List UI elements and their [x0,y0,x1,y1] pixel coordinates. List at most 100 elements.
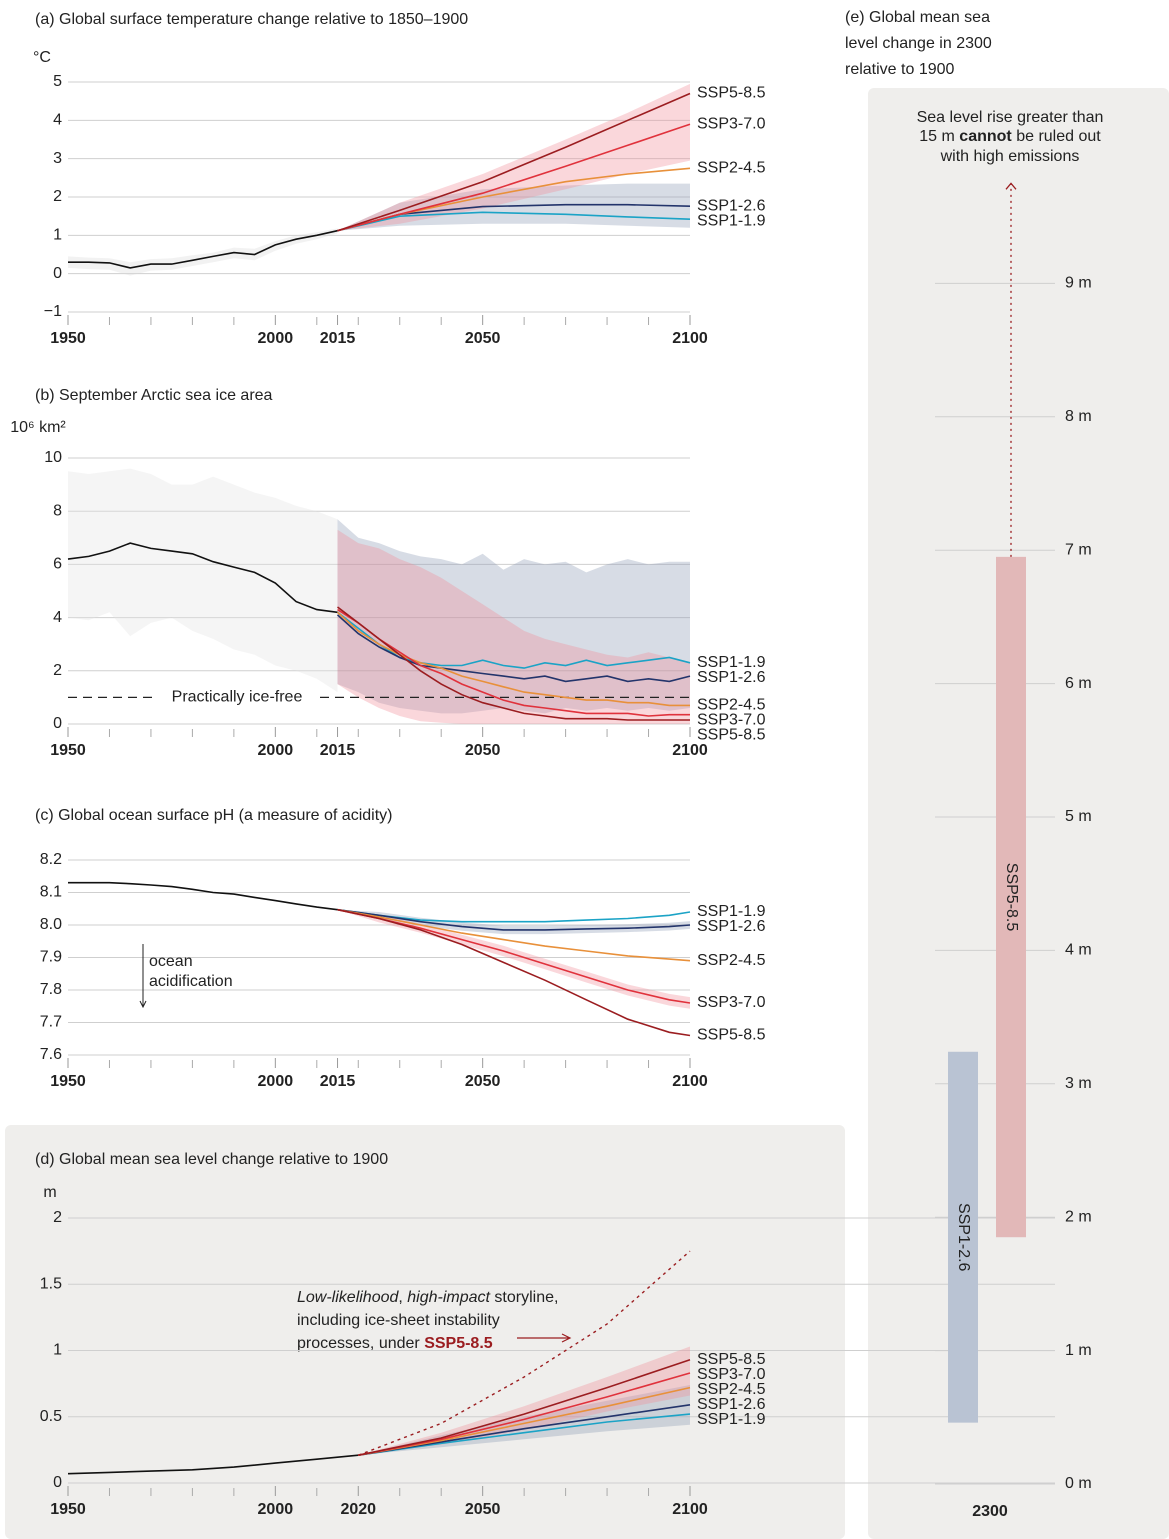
note-part: 15 m [919,128,959,145]
chart-title: (d) Global mean sea level change relativ… [35,1151,388,1168]
x-tick-label: 2000 [258,330,294,347]
series-label: SSP5-8.5 [697,1351,766,1368]
x-tick-label: 2000 [258,1073,294,1090]
x-tick-label: 2050 [465,742,501,759]
y-tick-label: 8.0 [40,916,62,933]
uncertainty-band [337,83,690,231]
threshold-label: Practically ice-free [172,689,303,706]
y-tick-label: 4 m [1065,942,1092,959]
series-label: SSP1-2.6 [697,197,766,214]
panel-e-note: 15 m cannot be ruled out [919,128,1101,145]
series-label: SSP1-1.9 [697,654,766,671]
series-label: SSP2-4.5 [697,952,766,969]
series-line [358,1359,691,1456]
storyline-note: Low-likelihood, high-impact storyline, [297,1289,558,1306]
series-label: SSP1-2.6 [697,1396,766,1413]
x-tick-label: 2000 [258,1501,294,1518]
series-label: SSP3-7.0 [697,115,766,132]
note-part: with high emissions [940,148,1080,165]
range-bar [996,556,1026,1238]
series-line [337,908,691,931]
y-tick-label: −1 [44,303,62,320]
y-tick-label: 0 [53,715,62,732]
uncertainty-band [68,228,338,276]
x-tick-label: 2100 [672,1501,708,1518]
note-part: SSP5-8.5 [424,1335,493,1352]
series-line [337,211,691,232]
series-label: SSP1-2.6 [697,918,766,935]
storyline-note: including ice-sheet instability [297,1312,500,1329]
y-tick-label: 0 [53,1474,62,1491]
uncertainty-band [337,529,690,724]
series-label: SSP2-4.5 [697,697,766,714]
series-line [337,123,691,232]
y-tick-label: 8 m [1065,408,1092,425]
chart-title: (e) Global mean sea [845,9,990,26]
historical-line [68,881,338,911]
bar-label: SSP1-2.6 [955,1203,972,1272]
y-tick-label: 6 m [1065,675,1092,692]
y-tick-label: 8.1 [40,884,62,901]
x-tick-label: 2050 [465,1501,501,1518]
annotation: ocean [149,953,193,970]
y-tick-label: 9 m [1065,275,1092,292]
y-tick-label: 7.6 [40,1046,62,1063]
uncertainty-band [337,909,690,1009]
series-line [337,908,691,1004]
series-label: SSP1-1.9 [697,903,766,920]
axis-unit: m [43,1184,56,1201]
x-tick-label: 2015 [320,742,356,759]
storyline-note: processes, under SSP5-8.5 [297,1335,493,1352]
series-label: SSP5-8.5 [697,727,766,744]
chart-title: (a) Global surface temperature change re… [35,11,468,28]
series-label: SSP5-8.5 [697,1027,766,1044]
historical-line [67,542,338,614]
x-tick-label: 2015 [320,1073,356,1090]
note-part: including ice-sheet instability [297,1312,500,1329]
axis-unit: 10⁶ km² [10,419,66,436]
panel-e-note: Sea level rise greater than [917,109,1104,126]
y-tick-label: 2 [53,1209,62,1226]
x-tick-label: 2300 [972,1503,1008,1520]
y-tick-label: 6 [53,556,62,573]
y-tick-label: 0.5 [40,1408,62,1425]
note-part: storyline, [490,1289,558,1306]
y-tick-label: 0 [53,265,62,282]
x-tick-label: 1950 [50,330,86,347]
y-tick-label: 2 [53,188,62,205]
x-tick-label: 1950 [50,742,86,759]
y-tick-label: 7.7 [40,1014,62,1031]
y-tick-label: 10 [44,449,62,466]
series-line [337,608,690,717]
series-label: SSP1-1.9 [697,1411,766,1428]
series-label: SSP3-7.0 [697,712,766,729]
y-tick-label: 4 [53,112,62,129]
historical-line [68,229,338,269]
annotation: acidification [149,973,233,990]
y-tick-label: 5 m [1065,808,1092,825]
x-tick-label: 2100 [672,1073,708,1090]
panel-d-background [5,1125,845,1539]
series-line [337,606,690,721]
storyline-line [358,1250,691,1456]
x-tick-label: 2100 [672,742,708,759]
x-tick-label: 2100 [672,330,708,347]
y-tick-label: 2 m [1065,1208,1092,1225]
range-bar [948,1051,978,1423]
series-line [358,1404,691,1456]
chart-title: (b) September Arctic sea ice area [35,387,273,404]
series-label: SSP3-7.0 [697,994,766,1011]
series-label: SSP1-2.6 [697,669,766,686]
uncertainty-band [68,468,338,693]
y-tick-label: 1.5 [40,1275,62,1292]
y-tick-label: 0 m [1065,1475,1092,1492]
x-tick-label: 2050 [465,1073,501,1090]
x-tick-label: 2015 [320,330,356,347]
chart-title: relative to 1900 [845,61,955,78]
y-tick-label: 7.8 [40,981,62,998]
y-tick-label: 8 [53,502,62,519]
note-part: , [398,1289,407,1306]
panel-e-note: with high emissions [940,148,1080,165]
chart-title: level change in 2300 [845,35,992,52]
bar-label: SSP5-8.5 [1003,863,1020,932]
